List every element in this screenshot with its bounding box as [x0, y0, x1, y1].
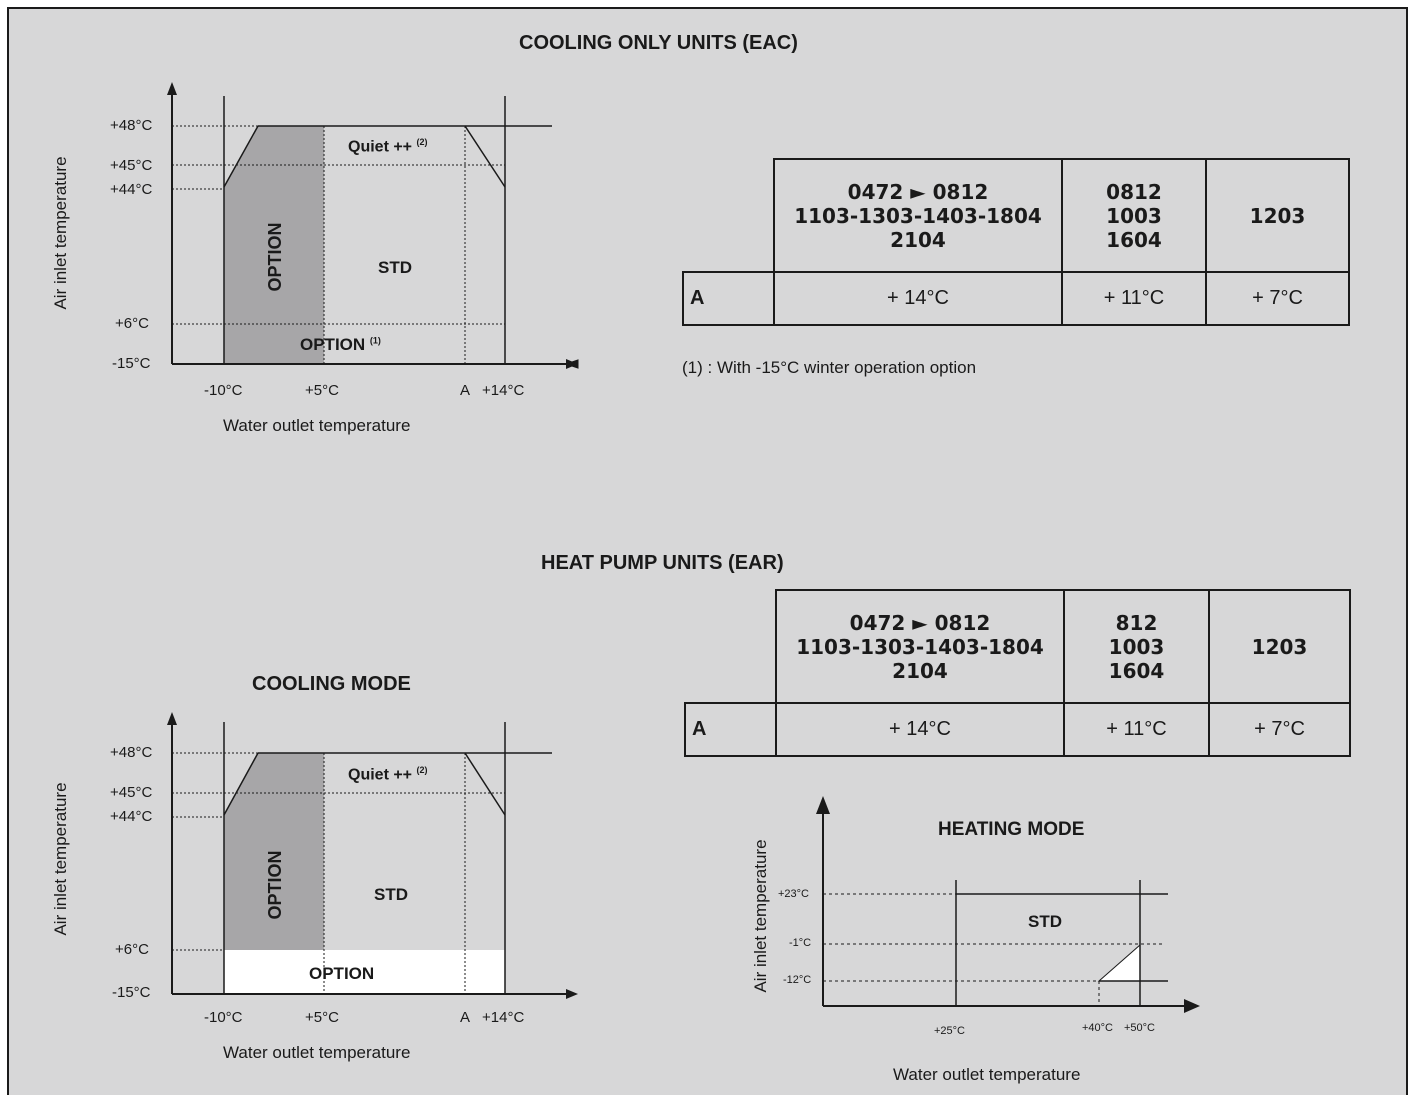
y-tick-45: +45°C — [110, 157, 153, 174]
option-bottom-label: OPTION (1) — [300, 335, 381, 354]
quiet-region-label: Quiet ++ (2) — [348, 137, 428, 156]
option-bottom-region — [224, 950, 505, 994]
cooling-only-title: COOLING ONLY UNITS (EAC) — [519, 32, 798, 54]
x-tick-25: +25°C — [934, 1025, 966, 1037]
x-tick-5: +5°C — [305, 382, 339, 399]
cooling-only-table: 0472 ► 0812 1103-1303-1403-1804 2104 081… — [682, 158, 1350, 326]
y-axis-label: Air inlet temperature — [751, 839, 770, 993]
x-tick-minus10: -10°C — [204, 382, 243, 399]
table-header-col-1: 0472 ► 0812 1103-1303-1403-1804 2104 — [775, 589, 1065, 704]
y-tick-44: +44°C — [110, 808, 153, 825]
y-tick-6: +6°C — [115, 941, 149, 958]
std-region-label: STD — [378, 258, 412, 277]
y-tick-45: +45°C — [110, 784, 153, 801]
y-tick-44: +44°C — [110, 181, 153, 198]
table-row-label: A — [682, 271, 775, 326]
x-tick-40: +40°C — [1082, 1022, 1114, 1034]
heating-mode-title: HEATING MODE — [938, 819, 1085, 840]
cooling-mode-chart-shapes — [167, 712, 578, 999]
table-corner — [683, 159, 774, 272]
option-vertical-label: OPTION — [265, 850, 285, 920]
x-tick-14: +14°C — [482, 382, 525, 399]
cooling-mode-title: COOLING MODE — [252, 673, 411, 695]
table-header-col-1: 0472 ► 0812 1103-1303-1403-1804 2104 — [773, 158, 1063, 273]
y-tick-minus15: -15°C — [112, 355, 151, 372]
footnote: (1) : With -15°C winter operation option — [682, 358, 977, 377]
table-header-col-2: 812 1003 1604 — [1063, 589, 1210, 704]
y-tick-6: +6°C — [115, 315, 149, 332]
y-tick-48: +48°C — [110, 117, 153, 134]
table-corner — [685, 590, 776, 703]
heat-pump-table: 0472 ► 0812 1103-1303-1403-1804 2104 812… — [684, 589, 1351, 757]
table-cell-value: + 7°C — [1208, 702, 1351, 757]
heating-white-triangle — [1097, 943, 1141, 982]
table-cell-value: + 11°C — [1063, 702, 1210, 757]
y-tick-minus1: -1°C — [789, 937, 812, 949]
y-tick-minus15: -15°C — [112, 984, 151, 1001]
std-region-label: STD — [1028, 912, 1062, 931]
x-tick-50: +50°C — [1124, 1022, 1156, 1034]
heating-mode-chart-shapes — [816, 796, 1200, 1013]
table-row-label: A — [684, 702, 777, 757]
cooling-only-chart-shapes — [167, 82, 579, 369]
x-tick-a: A — [460, 382, 471, 399]
option-vertical-region — [224, 126, 324, 364]
std-region-label: STD — [374, 885, 408, 904]
x-tick-a: A — [460, 1009, 471, 1026]
y-axis-label: Air inlet temperature — [51, 782, 70, 936]
table-cell-value: + 11°C — [1061, 271, 1207, 326]
heat-pump-title: HEAT PUMP UNITS (EAR) — [541, 552, 784, 574]
option-vertical-label: OPTION — [265, 222, 285, 292]
x-tick-minus10: -10°C — [204, 1009, 243, 1026]
table-header-col-3: 1203 — [1205, 158, 1350, 273]
table-header-col-2: 0812 1003 1604 — [1061, 158, 1207, 273]
x-axis-label: Water outlet temperature — [893, 1065, 1081, 1084]
y-tick-minus12: -12°C — [783, 974, 812, 986]
table-header-col-3: 1203 — [1208, 589, 1351, 704]
table-cell-value: + 14°C — [773, 271, 1063, 326]
x-axis-label: Water outlet temperature — [223, 1043, 411, 1062]
table-cell-value: + 7°C — [1205, 271, 1350, 326]
option-vertical-region-2 — [224, 753, 324, 950]
x-tick-14: +14°C — [482, 1009, 525, 1026]
x-axis-label: Water outlet temperature — [223, 416, 411, 435]
table-cell-value: + 14°C — [775, 702, 1065, 757]
y-tick-23: +23°C — [778, 888, 810, 900]
option-bottom-label: OPTION — [309, 964, 375, 983]
x-tick-5: +5°C — [305, 1009, 339, 1026]
quiet-region-label: Quiet ++ (2) — [348, 765, 428, 784]
y-axis-label: Air inlet temperature — [51, 156, 70, 310]
y-tick-48: +48°C — [110, 744, 153, 761]
